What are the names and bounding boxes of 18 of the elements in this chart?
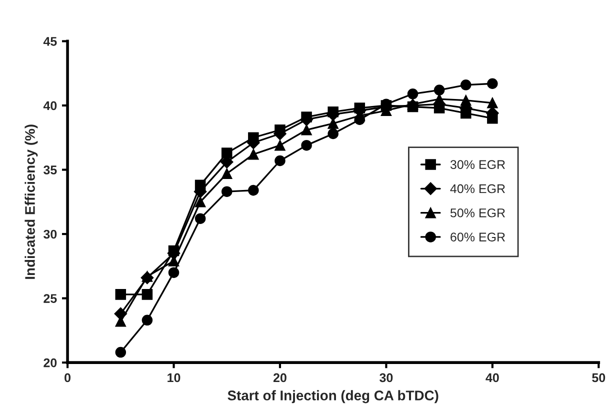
legend-label: 50% EGR [450, 208, 505, 218]
y-tick-label: 30 [44, 230, 57, 239]
y-tick-label: 40 [43, 101, 57, 110]
y-tick-label: 25 [44, 294, 57, 303]
legend-label: 40% EGR [450, 184, 505, 194]
legend-label: 60% EGR [450, 232, 505, 242]
x-axis-title: Start of Injection (deg CA bTDC) [228, 390, 438, 404]
x-tick-label: 20 [273, 373, 286, 382]
y-tick-label: 20 [44, 358, 57, 368]
x-tick-label: 40 [486, 373, 499, 382]
y-tick-label: 35 [44, 166, 57, 174]
y-axis-title: Indicated Efficiency (%) [24, 124, 38, 279]
x-tick-label: 10 [168, 373, 180, 382]
y-tick-label: 45 [43, 37, 57, 46]
x-tick-label: 0 [64, 373, 71, 382]
x-tick-label: 50 [592, 373, 606, 382]
x-tick-label: 30 [380, 373, 393, 382]
legend-label: 30% EGR [450, 160, 505, 170]
